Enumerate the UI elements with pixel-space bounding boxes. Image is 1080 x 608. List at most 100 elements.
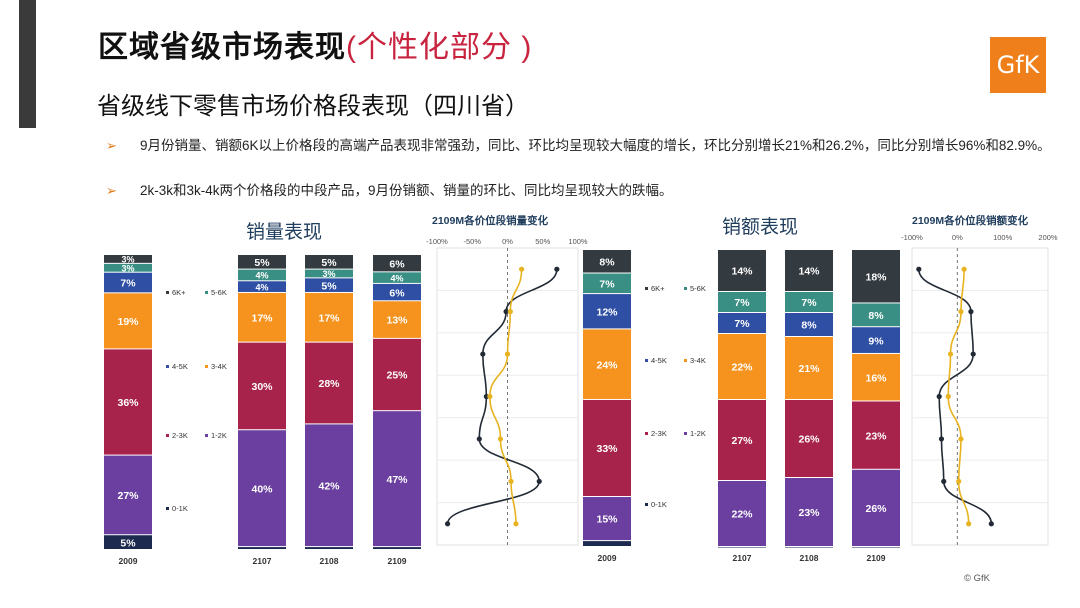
data-point xyxy=(507,309,513,315)
legend-swatch xyxy=(205,434,208,437)
data-point xyxy=(554,266,560,272)
bar-data-label: 7% xyxy=(599,278,615,290)
bullet-arrow-icon: ➢ xyxy=(106,138,117,153)
bar-segment-6kplus xyxy=(852,250,900,303)
data-point xyxy=(938,436,945,442)
legend-label: 4-5K xyxy=(172,362,188,371)
x-tick-label: 50% xyxy=(535,237,550,246)
bar-data-label: 5% xyxy=(321,257,337,269)
series-line xyxy=(446,269,558,525)
data-point xyxy=(988,521,994,527)
bar-segment-3-4k xyxy=(785,337,833,399)
legend-swatch xyxy=(684,287,687,290)
value-chart-title: 销额表现 xyxy=(722,217,799,238)
bar-segment-4-5k xyxy=(238,281,286,292)
volume-change-chart-title: 2109M各价位段销量变化 xyxy=(432,215,549,227)
bullet-item: ➢ 9月份销量、销额6K以上价格段的高端产品表现非常强劲，同比、环比均呈现较大幅… xyxy=(106,135,1066,156)
accent-bar xyxy=(19,0,36,128)
data-point xyxy=(480,351,486,357)
bar-data-label: 24% xyxy=(596,359,618,371)
x-tick-label: 2009 xyxy=(119,556,138,566)
bar-data-label: 30% xyxy=(251,381,273,393)
bar-data-label: 27% xyxy=(117,490,139,502)
data-point xyxy=(945,393,951,400)
legend-swatch xyxy=(645,432,648,435)
legend-label: 6K+ xyxy=(651,284,665,293)
legend-swatch xyxy=(645,359,648,362)
bar-segment-0-1k xyxy=(104,535,152,549)
bar-segment-1-2k xyxy=(104,455,152,535)
page-title: 区域省级市场表现(个性化部分 ) xyxy=(98,22,532,66)
volume-chart-title: 销量表现 xyxy=(246,222,323,243)
bar-segment-3-4k xyxy=(305,292,353,342)
x-tick-label: 2108 xyxy=(320,556,339,566)
bar-segment-0-1k xyxy=(852,547,900,548)
bar-data-label: 7% xyxy=(734,297,750,309)
bar-segment-5-6k xyxy=(785,292,833,312)
bar-data-label: 3% xyxy=(121,263,134,273)
x-tick-label: 100% xyxy=(993,233,1013,242)
x-tick-label: 0% xyxy=(952,233,963,242)
copyright: © GfK xyxy=(964,573,991,584)
x-tick-label: 0% xyxy=(502,237,513,246)
data-point xyxy=(513,521,519,527)
bar-segment-5-6k xyxy=(718,292,766,312)
data-point xyxy=(961,266,967,272)
legend-label: 3-4K xyxy=(211,362,227,371)
bar-segment-1-2k xyxy=(238,430,286,547)
page-title-accent: (个性化部分 ) xyxy=(346,31,533,64)
bar-data-label: 36% xyxy=(117,397,139,409)
plot-frame xyxy=(911,247,1049,546)
bar-data-label: 8% xyxy=(801,320,817,332)
bar-data-label: 4% xyxy=(255,271,268,281)
legend-label: 5-6K xyxy=(211,288,227,297)
series-line xyxy=(918,269,993,524)
legend-swatch xyxy=(166,365,169,368)
bar-segment-3-4k xyxy=(104,293,152,349)
bar-segment-6kplus xyxy=(583,250,631,273)
bar-segment-2-3k xyxy=(305,342,353,424)
bar-segment-6kplus xyxy=(238,255,286,269)
data-point xyxy=(476,436,482,442)
bar-segment-6kplus xyxy=(785,250,833,291)
bar-segment-4-5k xyxy=(785,313,833,336)
bar-segment-3-4k xyxy=(373,301,421,338)
bar-segment-2-3k xyxy=(373,338,421,411)
bar-data-label: 22% xyxy=(731,362,753,374)
bar-segment-2-3k xyxy=(238,342,286,430)
legend-swatch xyxy=(645,503,648,506)
bar-data-label: 4% xyxy=(390,273,403,283)
bar-data-label: 25% xyxy=(386,370,408,382)
bar-data-label: 42% xyxy=(318,480,340,492)
bar-data-label: 8% xyxy=(868,310,884,322)
bar-segment-6kplus xyxy=(305,255,353,269)
bar-data-label: 14% xyxy=(798,266,820,278)
legend-swatch xyxy=(166,291,169,294)
bar-segment-2-3k xyxy=(718,400,766,480)
bar-data-label: 7% xyxy=(120,278,136,290)
bar-segment-1-2k xyxy=(785,478,833,546)
data-point xyxy=(956,478,962,484)
data-point xyxy=(958,309,964,315)
bar-segment-5-6k xyxy=(373,272,421,283)
series-line xyxy=(947,269,970,524)
bar-data-label: 3% xyxy=(121,255,134,265)
data-point xyxy=(916,266,922,272)
data-point xyxy=(936,393,942,400)
data-point xyxy=(444,521,451,527)
bar-data-label: 7% xyxy=(734,318,750,330)
legend-label: 3-4K xyxy=(690,356,706,365)
x-tick-label: 2109 xyxy=(867,553,886,563)
bar-data-label: 6% xyxy=(389,287,405,299)
bar-data-label: 3% xyxy=(322,269,335,279)
bullet-text: 9月份销量、销额6K以上价格段的高端产品表现非常强劲，同比、环比均呈现较大幅度的… xyxy=(140,138,1051,153)
gfk-logo: GfK xyxy=(990,37,1046,93)
bar-data-label: 23% xyxy=(865,430,887,442)
series-line xyxy=(489,269,523,524)
legend-swatch xyxy=(645,287,648,290)
x-tick-label: 2107 xyxy=(253,556,272,566)
bar-data-label: 8% xyxy=(599,256,615,268)
legend-label: 6K+ xyxy=(172,288,186,297)
bar-segment-2-3k xyxy=(104,349,152,455)
bar-data-label: 7% xyxy=(801,297,817,309)
